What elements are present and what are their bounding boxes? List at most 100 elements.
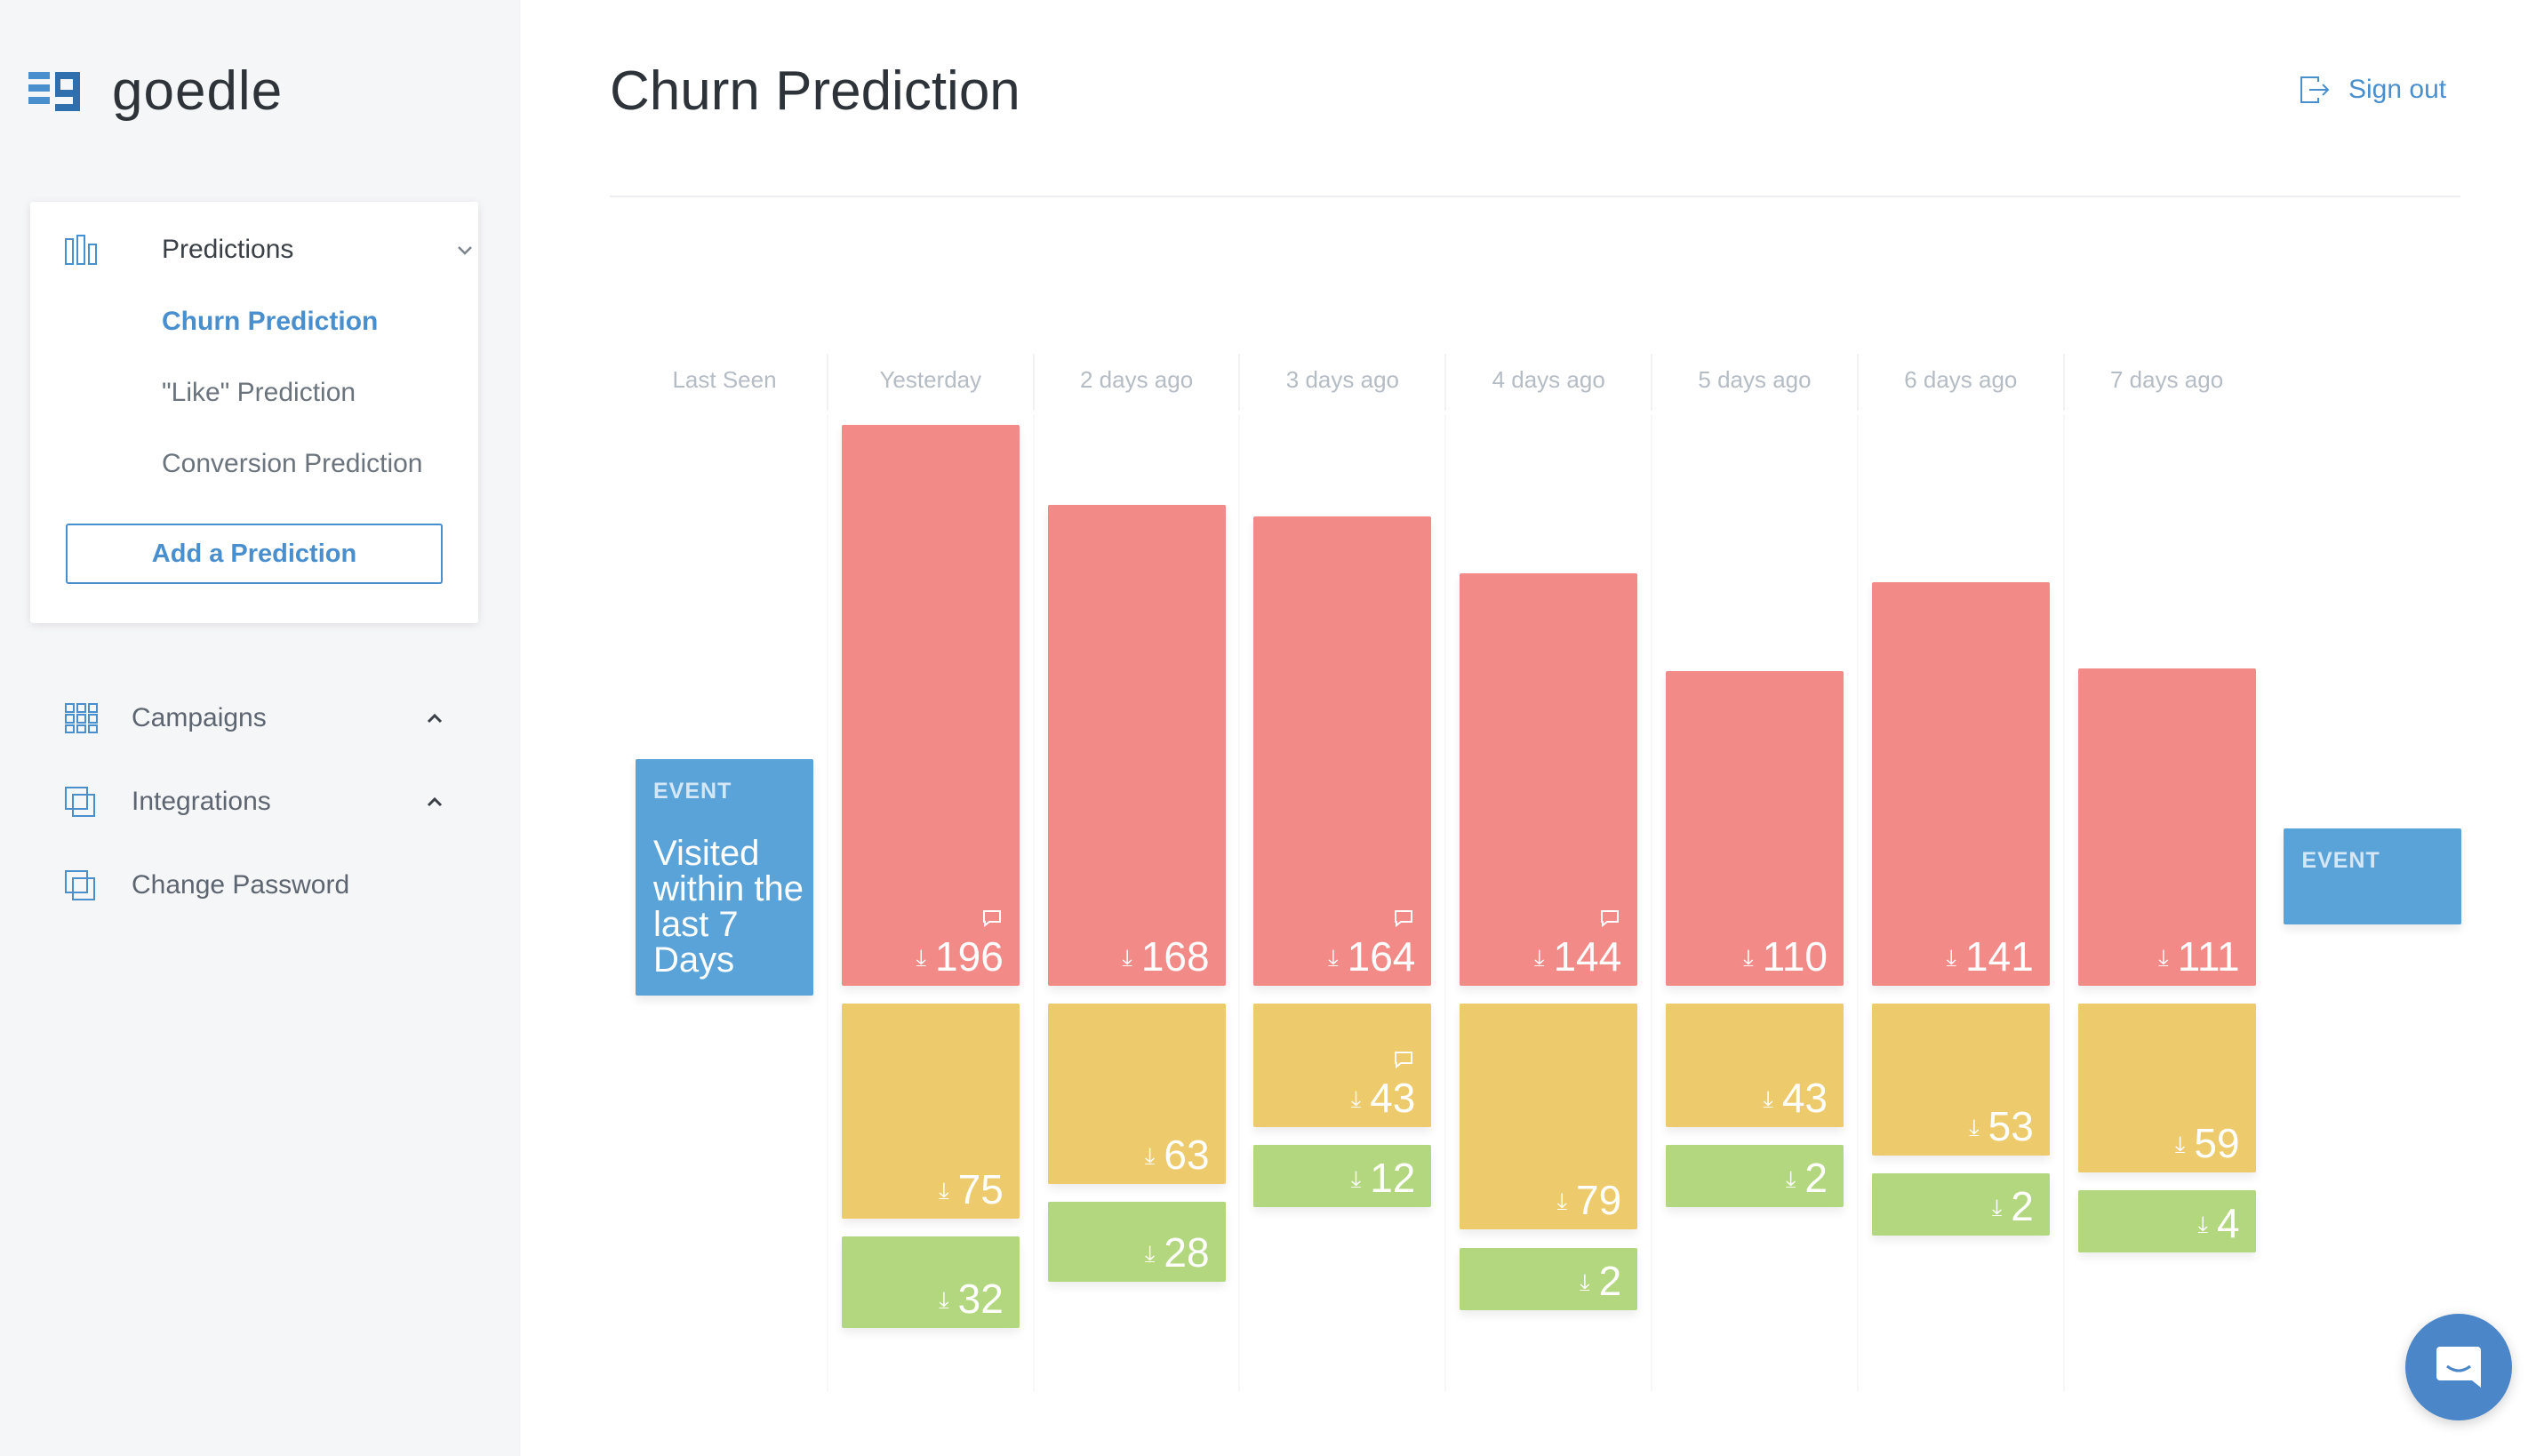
column-label: Yesterday (879, 366, 982, 393)
sign-out-link[interactable]: Sign out (2299, 75, 2446, 105)
green-bar[interactable]: ⤓ 28 (1047, 1201, 1226, 1283)
event-description: Visited within the last 7 Days (653, 834, 804, 980)
download-icon: ⤓ (1350, 1084, 1362, 1112)
column-label: Last Seen (672, 366, 777, 393)
layers-icon (65, 870, 95, 900)
download-icon: ⤓ (1580, 1268, 1590, 1295)
column-guide (1238, 414, 1241, 1392)
sidebar-item-integrations[interactable]: Integrations (64, 786, 455, 818)
bar-value: ⤓ 53 (1969, 1106, 2034, 1147)
event-tag: EVENT (653, 779, 732, 804)
download-icon: ⤓ (916, 944, 927, 972)
sign-out-icon (2300, 76, 2330, 103)
yellow-bar[interactable]: ⤓ 43 (1666, 1004, 1844, 1127)
column-guide (1444, 414, 1447, 1392)
column-separator (2062, 354, 2065, 411)
sidebar-item-change-password[interactable]: Change Password (64, 869, 455, 901)
yellow-bar[interactable]: ⤓ 59 (2077, 1004, 2256, 1173)
bar-value-number: 75 (957, 1165, 1004, 1212)
bar-value-number: 111 (2177, 933, 2240, 980)
bar-value: ⤓ 141 (1947, 936, 2034, 977)
green-bar[interactable]: ⤓ 2 (1871, 1172, 2050, 1236)
column-guide (1032, 414, 1035, 1392)
bar-value: ⤓ 168 (1122, 936, 1209, 977)
bar-value: ⤓ 59 (2175, 1123, 2240, 1164)
goedle-logo-icon (28, 72, 80, 111)
column-guide (2062, 414, 2065, 1392)
bar-value: ⤓ 28 (1145, 1232, 1210, 1273)
column-label: 2 days ago (1079, 366, 1194, 393)
bar-value: ⤓ 110 (1743, 936, 1828, 977)
layers-icon (65, 787, 95, 817)
start-event-box[interactable]: EVENT Visited within the last 7 Days (636, 759, 813, 996)
comment-icon[interactable] (1394, 1051, 1413, 1068)
bar-value: ⤓ 12 (1351, 1157, 1416, 1198)
sidebar-item-campaigns[interactable]: Campaigns (64, 702, 455, 734)
red-bar[interactable]: ⤓ 164 (1253, 516, 1432, 987)
sidebar-item-churn-prediction[interactable]: Churn Prediction (162, 307, 379, 336)
bar-value-number: 63 (1164, 1131, 1210, 1178)
bar-value: ⤓ 75 (939, 1169, 1004, 1210)
bar-value-number: 53 (1988, 1102, 2034, 1149)
bar-value: ⤓ 32 (939, 1278, 1004, 1319)
chevron-up-icon[interactable] (425, 708, 444, 728)
green-bar[interactable]: ⤓ 12 (1253, 1144, 1432, 1207)
event-tag: EVENT (2301, 848, 2380, 873)
download-icon: ⤓ (1144, 1141, 1156, 1169)
download-icon: ⤓ (1785, 1164, 1796, 1192)
column-label: 7 days ago (2109, 366, 2224, 393)
change-password-label: Change Password (132, 870, 350, 900)
predictions-card: Predictions Churn Prediction "Like" Pred… (30, 202, 478, 623)
yellow-bar[interactable]: ⤓ 43 (1253, 1004, 1432, 1127)
red-bar[interactable]: ⤓ 144 (1460, 573, 1638, 987)
yellow-bar[interactable]: ⤓ 63 (1047, 1004, 1226, 1184)
add-prediction-button[interactable]: Add a Prediction (66, 524, 443, 584)
green-bar[interactable]: ⤓ 4 (2077, 1190, 2256, 1253)
column-guide (826, 414, 828, 1392)
download-icon: ⤓ (2174, 1131, 2186, 1158)
comment-icon[interactable] (1600, 909, 1620, 928)
download-icon: ⤓ (1533, 944, 1545, 972)
comment-icon[interactable] (1394, 909, 1413, 928)
bar-value-number: 32 (957, 1275, 1004, 1322)
bar-value-number: 2 (1598, 1257, 1622, 1304)
yellow-bar[interactable]: ⤓ 53 (1871, 1004, 2050, 1156)
bar-value: ⤓ 4 (2198, 1203, 2240, 1244)
chevron-up-icon[interactable] (425, 792, 444, 812)
campaigns-label: Campaigns (132, 703, 267, 732)
predictions-menu[interactable]: Predictions (64, 234, 472, 266)
comment-icon[interactable] (982, 909, 1002, 928)
sidebar: goedle Predictions Churn Prediction "Lik… (0, 0, 521, 1456)
sidebar-item-like-prediction[interactable]: "Like" Prediction (162, 378, 356, 407)
green-bar[interactable]: ⤓ 32 (841, 1236, 1020, 1328)
column-label: 3 days ago (1285, 366, 1399, 393)
bar-value: ⤓ 2 (1580, 1260, 1621, 1301)
chat-button[interactable] (2405, 1314, 2512, 1420)
yellow-bar[interactable]: ⤓ 75 (841, 1004, 1020, 1219)
red-bar[interactable]: ⤓ 111 (2077, 668, 2256, 987)
end-event-box[interactable]: EVENT (2284, 828, 2462, 924)
chevron-down-icon[interactable] (455, 240, 475, 260)
grid-icon (65, 703, 98, 733)
column-separator (1032, 354, 1035, 411)
download-icon: ⤓ (1122, 944, 1132, 972)
green-bar[interactable]: ⤓ 2 (1666, 1144, 1844, 1207)
column-separator (826, 354, 828, 411)
column-label: 5 days ago (1698, 366, 1812, 393)
sidebar-item-conversion-prediction[interactable]: Conversion Prediction (162, 449, 423, 478)
header-divider (610, 196, 2460, 197)
download-icon: ⤓ (1991, 1193, 2003, 1220)
bar-value: ⤓ 196 (916, 936, 1004, 977)
red-bar[interactable]: ⤓ 141 (1871, 582, 2050, 987)
column-guide (1856, 414, 1859, 1392)
integrations-label: Integrations (132, 787, 271, 816)
yellow-bar[interactable]: ⤓ 79 (1460, 1004, 1638, 1230)
green-bar[interactable]: ⤓ 2 (1460, 1247, 1638, 1310)
red-bar[interactable]: ⤓ 110 (1666, 670, 1844, 987)
download-icon: ⤓ (2197, 1211, 2209, 1238)
logo[interactable]: goedle (28, 64, 283, 119)
red-bar[interactable]: ⤓ 196 (841, 425, 1020, 987)
red-bar[interactable]: ⤓ 168 (1047, 505, 1226, 987)
download-icon: ⤓ (1556, 1188, 1568, 1215)
